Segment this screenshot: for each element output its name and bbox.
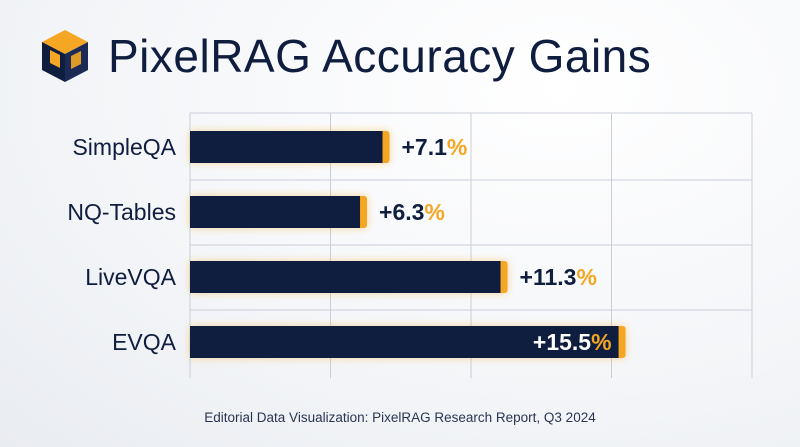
page-title: PixelRAG Accuracy Gains xyxy=(108,30,652,82)
bar xyxy=(190,326,619,358)
bar xyxy=(190,131,383,163)
value-label: +15.5% xyxy=(533,329,612,355)
category-label: EVQA xyxy=(112,329,177,355)
bar xyxy=(190,196,361,228)
bar xyxy=(190,261,501,293)
value-label: +11.3% xyxy=(520,264,597,290)
category-label: NQ-Tables xyxy=(67,199,176,225)
value-label: +6.3% xyxy=(379,199,445,225)
category-label: LiveVQA xyxy=(85,264,176,290)
value-label: +7.1% xyxy=(402,134,468,160)
category-label: SimpleQA xyxy=(72,134,176,160)
chart-caption: Editorial Data Visualization: PixelRAG R… xyxy=(204,410,596,425)
cube-logo-icon xyxy=(42,30,88,82)
header: PixelRAG Accuracy Gains xyxy=(40,28,651,84)
